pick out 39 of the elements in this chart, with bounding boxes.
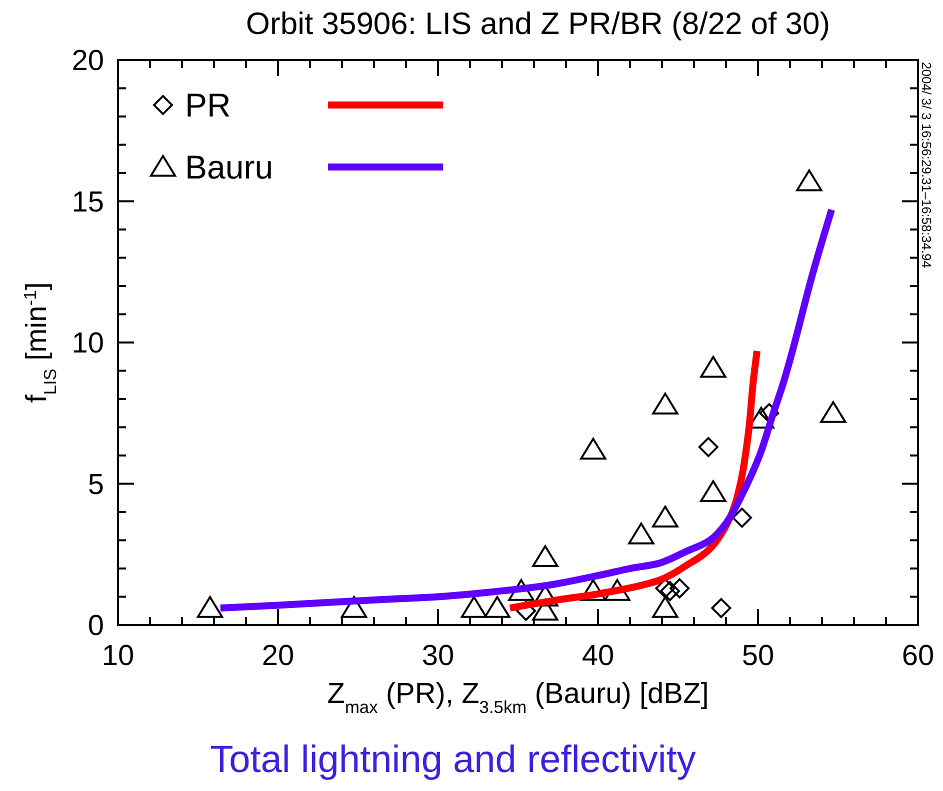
x-tick-label: 30 (422, 640, 454, 672)
text: 2004/ 3/ 3 16:56:29.31–16:58:34.94 (919, 62, 934, 268)
point (580, 579, 606, 601)
point (628, 522, 654, 544)
x-axis-title: Z$_{max}$ (PR), Z$_{3.5km}$ (Bauru) [dBZ] (327, 678, 709, 717)
point (700, 480, 726, 502)
y-tick-label: 15 (72, 186, 104, 218)
text: Total lightning and reflectivity (210, 739, 696, 781)
point (711, 598, 732, 618)
point (796, 169, 822, 192)
point (460, 596, 488, 618)
point (820, 401, 846, 423)
point (196, 596, 224, 618)
legend-label: PR (185, 86, 231, 124)
x-tick-label: 60 (902, 640, 934, 672)
y-tick-label: 10 (72, 328, 104, 360)
y-tick-label: 0 (88, 610, 104, 642)
point (660, 581, 680, 602)
point (532, 545, 558, 567)
chart-title: Orbit 35906: LIS and Z PR/BR (8/22 of 30) (246, 6, 830, 41)
y-tick-label: 20 (72, 45, 104, 78)
point (484, 596, 510, 618)
point (508, 579, 534, 601)
point (698, 437, 718, 458)
point (700, 356, 726, 378)
x-tick-label: 50 (742, 640, 774, 672)
point (652, 596, 678, 618)
x-tick-label: 40 (582, 640, 614, 672)
point (532, 598, 558, 621)
point (655, 578, 676, 598)
point (580, 438, 606, 460)
point (670, 578, 690, 598)
x-tick-label: 20 (262, 640, 294, 672)
point (652, 506, 678, 528)
legend-label: Bauru (185, 148, 274, 186)
point (732, 508, 752, 528)
y-tick-label: 5 (88, 468, 104, 501)
point (340, 596, 368, 618)
point (652, 392, 678, 414)
